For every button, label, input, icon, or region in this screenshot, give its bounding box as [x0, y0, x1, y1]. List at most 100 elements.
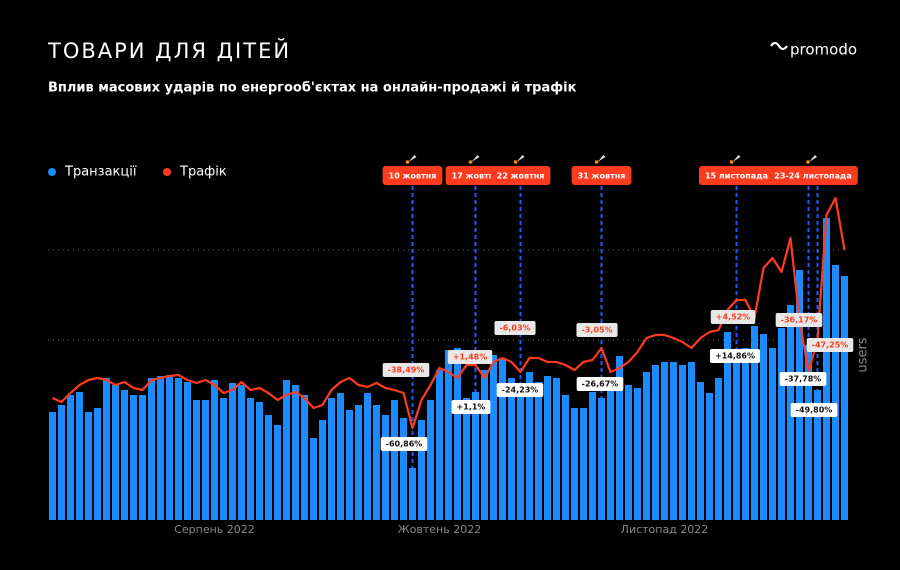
bar	[184, 382, 191, 520]
event-badge	[382, 166, 443, 185]
annotation-label: -49,80%	[796, 406, 833, 415]
bar	[589, 392, 596, 520]
bar	[76, 392, 83, 520]
annotation: -60,86%	[380, 437, 428, 451]
annotation-box	[380, 437, 428, 451]
bar	[220, 398, 227, 520]
legend-swatch	[48, 168, 56, 176]
event-badge	[445, 166, 506, 185]
bar	[508, 378, 515, 520]
bar	[121, 390, 128, 520]
legend-swatch	[163, 168, 171, 176]
rocket-icon	[732, 155, 741, 162]
annotation-box	[447, 350, 493, 364]
annotation: -37,78%	[779, 372, 827, 386]
bar	[526, 372, 533, 520]
bar	[697, 382, 704, 520]
bar	[760, 334, 767, 520]
annotation-box	[790, 403, 838, 417]
logo: promodo	[770, 41, 857, 59]
annotation-label: -38,49%	[388, 366, 425, 375]
bar	[724, 332, 731, 520]
bar	[274, 425, 281, 520]
bar	[355, 405, 362, 520]
bar	[652, 365, 659, 520]
rocket-icon	[471, 155, 480, 162]
bar	[238, 385, 245, 520]
bar	[283, 380, 290, 520]
bar	[328, 398, 335, 520]
bar	[805, 345, 812, 520]
legend-label: Трафік	[179, 165, 227, 180]
bar	[211, 380, 218, 520]
annotation-box	[382, 363, 430, 377]
bar	[787, 305, 794, 520]
bar	[481, 370, 488, 520]
bar	[778, 328, 785, 520]
bar	[769, 348, 776, 520]
chart-subtitle: Вплив масових ударів по енергооб'єктах н…	[48, 81, 577, 96]
annotation-label: -47,25%	[812, 341, 849, 350]
annotation-label: +4,52%	[716, 313, 750, 322]
annotation: -38,49%	[382, 363, 430, 377]
bar	[445, 350, 452, 520]
bar	[814, 390, 821, 520]
x-tick-label: Листопад 2022	[621, 523, 709, 536]
bar	[625, 385, 632, 520]
annotation: -24,23%	[496, 383, 544, 397]
traffic-line	[52, 196, 846, 430]
rocket-flame	[729, 160, 734, 164]
event-label: 23-24 листопада	[774, 172, 852, 181]
bar	[544, 376, 551, 520]
bar	[796, 270, 803, 520]
bar	[751, 326, 758, 520]
bar	[733, 352, 740, 520]
bar	[148, 378, 155, 520]
brand: promodo	[790, 41, 857, 59]
bar	[715, 378, 722, 520]
bar	[472, 392, 479, 520]
annotation-box	[710, 310, 756, 324]
logo-icon	[770, 41, 788, 51]
annotation: +14,86%	[709, 349, 761, 363]
bar	[706, 393, 713, 520]
bar	[643, 372, 650, 520]
bar	[202, 400, 209, 520]
annotation-label: +1,1%	[457, 403, 486, 412]
bar	[391, 400, 398, 520]
bar	[364, 393, 371, 520]
bar	[499, 358, 506, 520]
bar	[409, 468, 416, 520]
bar	[112, 385, 119, 520]
bar	[175, 378, 182, 520]
bar	[553, 378, 560, 520]
bar	[670, 362, 677, 520]
rocket-icon	[597, 155, 606, 162]
bar	[661, 362, 668, 520]
bar	[823, 218, 830, 520]
rocket-flame	[594, 160, 599, 164]
bar	[634, 388, 641, 520]
annotation-box	[775, 313, 823, 327]
annotation-label: -36,17%	[781, 316, 818, 325]
event-badge	[698, 166, 775, 185]
bar	[679, 365, 686, 520]
legend-label: Транзакції	[64, 165, 137, 180]
bar	[103, 378, 110, 520]
event-label: 15 листопада	[705, 172, 768, 181]
annotation: +4,52%	[710, 310, 756, 324]
bar	[94, 408, 101, 520]
annotation-label: -6,03%	[499, 324, 530, 333]
annotation-label: -3,05%	[581, 326, 612, 335]
bar	[841, 276, 848, 520]
event-label: 22 жовтня	[497, 172, 545, 181]
bar	[616, 356, 623, 520]
annotation-label: -37,78%	[785, 375, 822, 384]
annotation-label: +1,48%	[453, 353, 487, 362]
annotation-box	[576, 377, 624, 391]
rocket-icon	[516, 155, 525, 162]
rocket-flame	[513, 160, 518, 164]
bar	[85, 412, 92, 520]
bar	[49, 412, 56, 520]
